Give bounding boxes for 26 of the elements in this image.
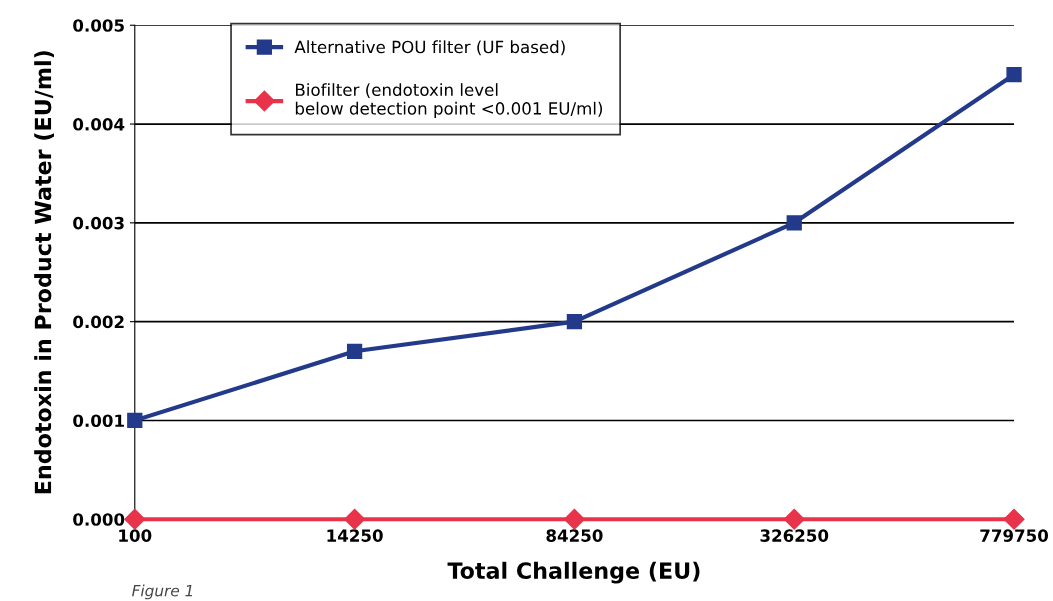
x-tick-label: 100 bbox=[119, 529, 152, 542]
point bbox=[344, 508, 366, 530]
y-tick-label: 0.004 bbox=[73, 118, 125, 131]
point bbox=[1006, 67, 1022, 83]
y-tick-label: 0.003 bbox=[73, 216, 124, 230]
y-tick-label: 0.000 bbox=[73, 513, 125, 526]
point bbox=[563, 508, 585, 530]
point bbox=[124, 508, 146, 530]
y-axis-title: Endotoxin in Product Water (EU/ml) bbox=[34, 51, 54, 494]
legend-label: Biofilter (endotoxin level below detection point <0.001 EU/ml) bbox=[295, 83, 603, 118]
point bbox=[566, 314, 583, 330]
x-tick-label: 84250 bbox=[546, 529, 603, 542]
y-tick-label: 0.001 bbox=[73, 414, 124, 428]
x-tick-label: 14250 bbox=[327, 529, 383, 542]
point bbox=[346, 343, 363, 359]
point bbox=[786, 215, 802, 231]
x-axis-title: Total Challenge (EU) bbox=[447, 561, 700, 584]
y-tick-label: 0.005 bbox=[73, 19, 124, 32]
point bbox=[127, 412, 143, 429]
point bbox=[783, 508, 805, 530]
x-tick-label: 779750 bbox=[980, 529, 1049, 542]
point bbox=[1003, 508, 1025, 530]
legend-label: Alternative POU filter (UF based) bbox=[294, 40, 565, 56]
y-tick-label: 0.002 bbox=[73, 315, 124, 329]
x-tick-label: 326250 bbox=[760, 529, 829, 542]
caption: Figure 1 bbox=[132, 584, 192, 600]
